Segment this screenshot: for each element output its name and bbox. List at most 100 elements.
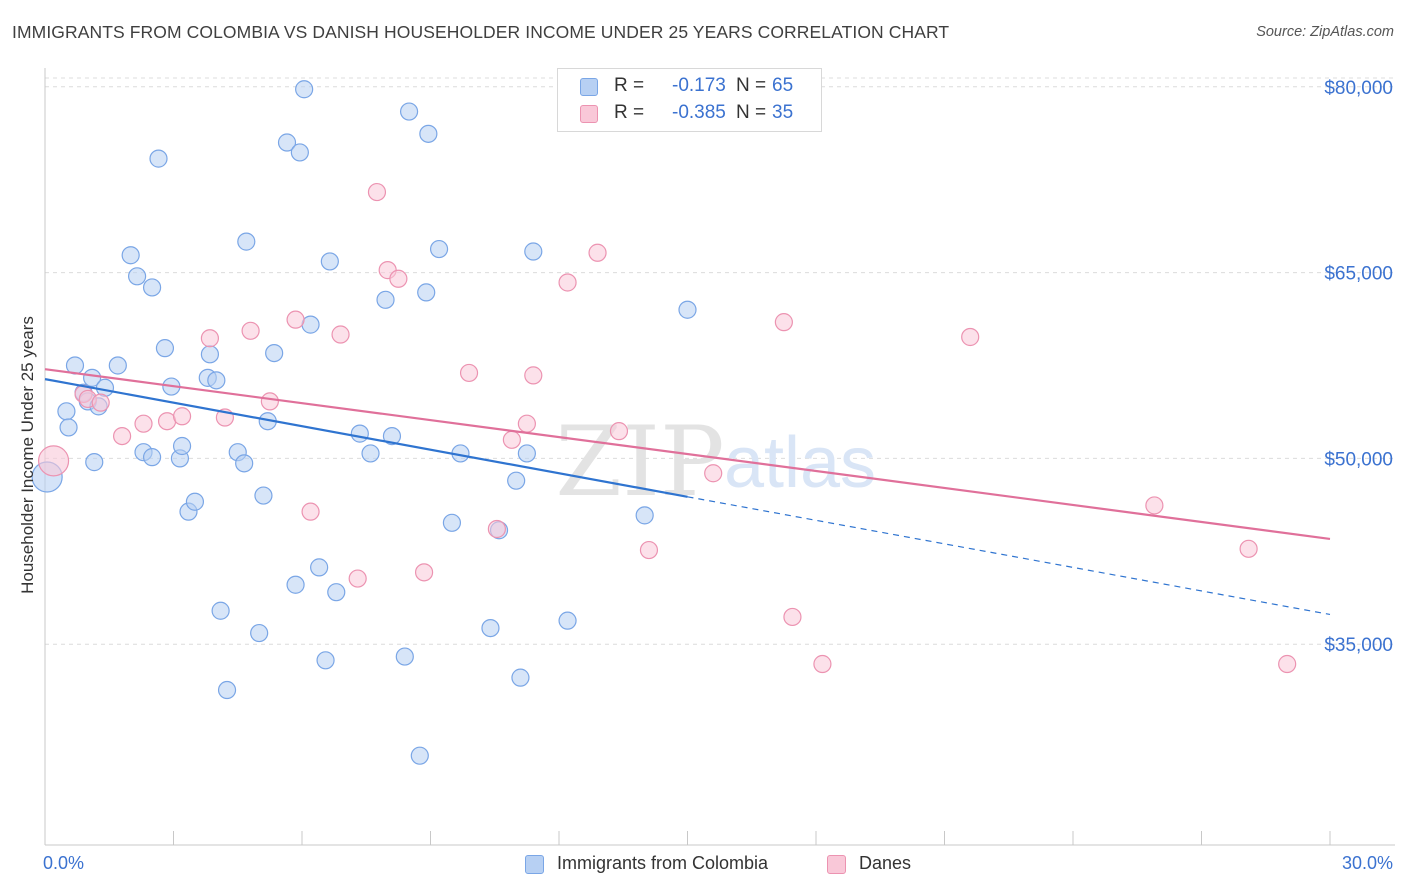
point-colombia (250, 623, 269, 643)
series-danes-points (37, 182, 1297, 674)
point-colombia (419, 124, 438, 143)
point-danes (91, 393, 110, 412)
point-danes (487, 519, 506, 539)
point-colombia (59, 418, 78, 437)
point-danes (414, 563, 434, 582)
point-danes (639, 540, 659, 560)
bottom-legend-label-colombia: Immigrants from Colombia (557, 853, 769, 873)
point-colombia (121, 246, 140, 265)
point-colombia (200, 345, 220, 364)
point-colombia (327, 583, 346, 602)
point-colombia (524, 242, 543, 261)
point-danes (517, 414, 536, 433)
bottom-legend-label-danes: Danes (859, 853, 912, 873)
legend-swatch-danes (580, 105, 598, 123)
point-danes (524, 366, 543, 385)
y-tick-label: $35,000 (1324, 635, 1393, 656)
point-colombia (320, 252, 339, 271)
point-danes (260, 392, 279, 411)
point-colombia (185, 492, 205, 511)
point-colombia (290, 143, 309, 162)
point-colombia (382, 426, 402, 446)
correlation-legend: R = -0.173 N = 65 R = -0.385 N = 35 (557, 68, 822, 132)
series-colombia-points (31, 80, 697, 765)
point-danes (301, 502, 320, 521)
point-colombia (207, 371, 226, 390)
point-danes (241, 321, 260, 340)
point-colombia (277, 133, 297, 152)
point-colombia (678, 300, 697, 319)
point-colombia (376, 290, 395, 309)
legend-r-value: -0.385 (672, 102, 726, 123)
point-colombia (149, 149, 168, 168)
point-colombia (286, 575, 305, 594)
point-colombia (511, 668, 530, 687)
x-tick-label-max: 30.0% (1342, 853, 1393, 873)
point-danes (783, 607, 802, 627)
trend-line-colombia (44, 378, 688, 498)
point-danes (331, 325, 350, 344)
point-danes (558, 273, 577, 292)
point-danes (588, 243, 607, 262)
trend-lines (44, 368, 1331, 616)
point-danes (389, 269, 408, 288)
legend-r-value: -0.173 (672, 75, 726, 96)
y-tick-labels: $35,000 $50,000 $65,000 $80,000 (1324, 78, 1393, 656)
point-colombia (83, 368, 102, 387)
y-axis-label: Householder Income Under 25 years (18, 316, 37, 594)
point-colombia (85, 453, 104, 472)
point-colombia (217, 680, 237, 700)
watermark-atlas: atlas (724, 423, 876, 503)
bottom-legend-swatch-danes (827, 855, 846, 874)
point-colombia (635, 506, 654, 525)
y-tick-label: $65,000 (1324, 264, 1393, 285)
point-colombia (295, 80, 314, 99)
point-danes (704, 464, 723, 483)
point-colombia (442, 513, 462, 532)
point-danes (1239, 539, 1258, 558)
point-danes (367, 182, 387, 202)
point-danes (200, 329, 220, 348)
point-colombia (417, 283, 436, 302)
source-label: Source: ZipAtlas.com (1256, 24, 1394, 40)
point-colombia (155, 339, 175, 358)
point-colombia (310, 558, 329, 577)
point-danes (37, 445, 70, 477)
point-colombia (395, 647, 414, 666)
point-colombia (410, 746, 429, 765)
point-colombia (265, 343, 284, 363)
point-colombia (399, 102, 419, 121)
x-tick-labels: 0.0% 30.0% (43, 853, 1393, 873)
point-danes (609, 422, 629, 441)
point-danes (1145, 496, 1164, 515)
point-colombia (481, 618, 500, 638)
point-danes (502, 430, 521, 449)
point-colombia (361, 444, 380, 463)
point-danes (134, 414, 153, 433)
point-danes (112, 426, 132, 446)
legend-n-label: N = (736, 75, 767, 96)
point-danes (459, 363, 479, 383)
point-colombia (235, 454, 254, 473)
watermark: ZIP atlas (555, 406, 876, 518)
trend-line-danes (44, 368, 1331, 540)
legend-r-label: R = (614, 75, 645, 96)
point-colombia (316, 651, 335, 670)
point-colombia (350, 424, 369, 443)
x-tick-label-min: 0.0% (43, 853, 84, 873)
point-colombia (142, 448, 162, 467)
legend-n-label: N = (736, 102, 767, 123)
point-danes (286, 310, 305, 329)
legend-row-colombia: R = -0.173 N = 65 (580, 75, 820, 99)
point-colombia (517, 444, 536, 463)
point-colombia (127, 267, 147, 286)
legend-r-label: R = (614, 102, 645, 123)
point-danes (172, 407, 192, 426)
point-colombia (211, 601, 230, 620)
bottom-legend-swatch-colombia (525, 855, 544, 874)
legend-n-value: 35 (772, 102, 794, 123)
legend-n-value: 65 (772, 75, 794, 96)
grid-lines (45, 77, 1395, 645)
y-tick-label: $50,000 (1324, 449, 1393, 470)
